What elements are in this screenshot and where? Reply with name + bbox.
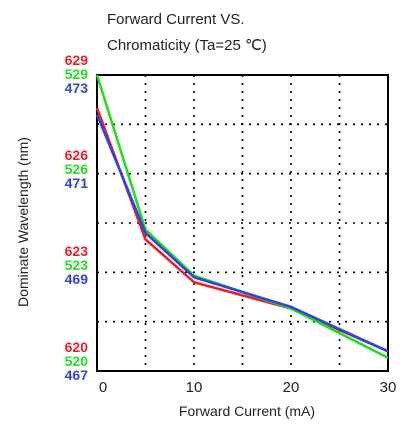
- y-tick-label-green: 526: [65, 161, 89, 177]
- y-tick-label-blue: 473: [65, 80, 89, 96]
- y-tick-label-green: 529: [65, 66, 89, 82]
- x-axis-label: Forward Current (mA): [179, 403, 315, 419]
- y-tick-label-blue: 469: [65, 271, 89, 287]
- chart-title-line2: Chromaticity (Ta=25 ℃): [107, 37, 267, 54]
- y-tick-label-blue: 471: [65, 175, 89, 191]
- x-tick-label: 0: [99, 379, 107, 396]
- grid: [97, 75, 388, 371]
- series-line-red: [95, 107, 389, 353]
- x-tick-label: 30: [380, 379, 397, 396]
- y-tick-label-red: 620: [65, 339, 89, 355]
- chart-title-line1: Forward Current VS.: [107, 11, 245, 28]
- y-axis-label: Dominate Wavelength (nm): [15, 137, 31, 307]
- y-tick-label-red: 629: [65, 52, 89, 68]
- x-tick-labels: 0 10 20 30: [99, 379, 397, 396]
- y-tick-label-red: 623: [65, 243, 89, 259]
- series-line-blue: [95, 114, 389, 353]
- y-tick-label-green: 523: [65, 257, 89, 273]
- plot-frame: [96, 74, 389, 372]
- y-tick-label-green: 520: [65, 353, 89, 369]
- y-tick-label-red: 626: [65, 147, 89, 163]
- series-layer: [95, 74, 389, 359]
- x-tick-label: 20: [283, 379, 300, 396]
- x-tick-label: 10: [186, 379, 203, 396]
- y-tick-label-blue: 467: [65, 367, 89, 383]
